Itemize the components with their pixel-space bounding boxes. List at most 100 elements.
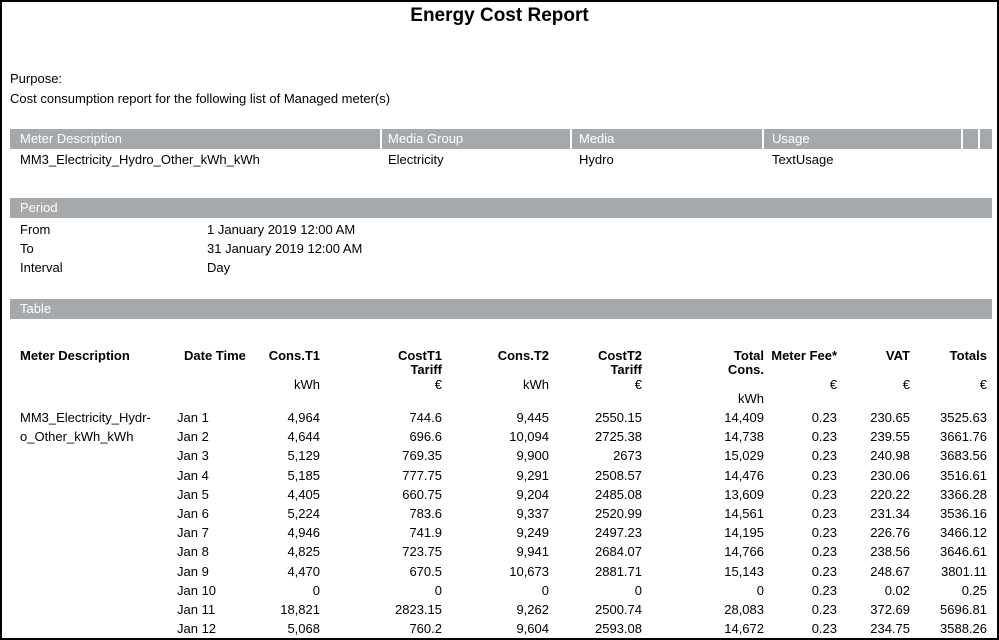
cell-value: 0.23 xyxy=(811,582,837,598)
cell-date: Jan 9 xyxy=(177,563,209,579)
cell-date: Jan 2 xyxy=(177,429,209,445)
meter-header-usage: Usage xyxy=(764,129,961,149)
table-row: Jan 9 4,470 670.5 10,673 2881.71 15,143 0.23 24… xyxy=(20,562,987,581)
cell-value: 10,673 xyxy=(509,563,549,579)
cell-value: 9,291 xyxy=(516,467,549,483)
to-label: To xyxy=(20,241,34,256)
purpose-label: Purpose: xyxy=(10,71,63,86)
cell-value: 230.06 xyxy=(870,467,910,483)
cell-date: Jan 12 xyxy=(177,621,217,637)
unit-cost-t1: € xyxy=(434,377,442,392)
table-row: Jan 12 5,068 760.2 9,604 2593.08 14,672 0.23 23… xyxy=(20,619,987,638)
table-row: Jan 2 4,644 696.6 10,094 2725.38 14,738 0.23 23… xyxy=(20,427,987,446)
cell-value: 0.23 xyxy=(811,544,837,560)
table-row: Jan 3 5,129 769.35 9,900 2673 15,029 0.23 240.9… xyxy=(20,446,987,465)
cell-value: 240.98 xyxy=(870,448,910,464)
cell-value: 2550.15 xyxy=(595,410,642,425)
cell-value: 0.23 xyxy=(811,467,837,483)
media-group-value: Electricity xyxy=(388,152,444,167)
col-totals: Totals xyxy=(949,348,987,363)
cell-value: 2508.57 xyxy=(595,467,642,483)
cell-value: 2520.99 xyxy=(595,506,642,522)
cell-value: 3646.61 xyxy=(940,544,987,560)
col-meter-description: Meter Description xyxy=(20,348,130,363)
unit-meter-fee: € xyxy=(829,377,837,392)
cell-value: 9,445 xyxy=(516,410,549,425)
report-title: Energy Cost Report xyxy=(410,5,589,26)
unit-empty-2 xyxy=(177,377,252,392)
cell-value: 4,470 xyxy=(287,563,320,579)
cell-value: 5,068 xyxy=(287,621,320,637)
cell-value: 0.23 xyxy=(811,506,837,522)
cell-value: 234.75 xyxy=(870,621,910,637)
cell-value: 0.23 xyxy=(811,410,837,425)
total-cons-unit-row: kWh xyxy=(20,392,987,408)
report-table-body: MM3_Electricity_Hydr-o_Other_kWh_kWh Jan … xyxy=(20,408,987,638)
cell-value: 3525.63 xyxy=(940,410,987,425)
cell-value: 0.23 xyxy=(811,448,837,464)
meter-header-spacer-1 xyxy=(963,129,978,149)
unit-empty-1 xyxy=(20,377,177,392)
col-cons-t1: Cons.T1 xyxy=(268,348,320,363)
column-names-row: Meter Description Date Time Cons.T1 Cost… xyxy=(20,347,987,377)
cell-value: 2497.23 xyxy=(595,525,642,541)
cell-value: 14,409 xyxy=(724,410,764,425)
cell-value: 14,672 xyxy=(724,621,764,637)
cell-value: 0 xyxy=(312,582,320,598)
cell-value: 0.23 xyxy=(811,563,837,579)
cell-value: 9,900 xyxy=(516,448,549,464)
cell-value: 744.6 xyxy=(409,410,442,425)
col-vat: VAT xyxy=(885,348,910,363)
table-row: Jan 11 18,821 2823.15 9,262 2500.74 28,083 0.2… xyxy=(20,600,987,619)
cell-value: 14,195 xyxy=(724,525,764,541)
interval-label: Interval xyxy=(20,260,63,275)
cell-value: 783.6 xyxy=(409,506,442,522)
cell-value: 0.23 xyxy=(811,621,837,637)
cell-value: 3516.61 xyxy=(940,467,987,483)
unit-cons-t2: kWh xyxy=(523,377,549,392)
cell-value: 220.22 xyxy=(870,486,910,502)
cell-date: Jan 4 xyxy=(177,467,209,483)
cell-value: 741.9 xyxy=(409,525,442,541)
unit-cons-t1: kWh xyxy=(294,377,320,392)
cell-value: 10,094 xyxy=(509,429,549,445)
cell-value: 226.76 xyxy=(870,525,910,541)
cell-value: 9,604 xyxy=(516,621,549,637)
cell-value: 0.23 xyxy=(811,602,837,618)
period-from-row: From 1 January 2019 12:00 AM xyxy=(2,222,997,238)
cell-value: 4,946 xyxy=(287,525,320,541)
cell-value: 2725.38 xyxy=(595,429,642,445)
cell-date: Jan 7 xyxy=(177,525,209,541)
col-cost-t1-tariff: CostT1 Tariff xyxy=(397,348,442,377)
purpose-text: Cost consumption report for the followin… xyxy=(10,91,391,106)
period-interval-row: Interval Day xyxy=(2,260,997,276)
table-row: Jan 10 0 0 0 0 0 0.23 0.02 0.25 xyxy=(20,581,987,600)
cell-value: 777.75 xyxy=(402,467,442,483)
cell-value: 14,738 xyxy=(724,429,764,445)
usage-value: TextUsage xyxy=(772,152,834,167)
cell-value: 9,941 xyxy=(516,544,549,560)
cell-value: 3366.28 xyxy=(940,486,987,502)
cell-value: 9,204 xyxy=(516,486,549,502)
cell-value: 4,405 xyxy=(287,486,320,502)
table-row: MM3_Electricity_Hydr-o_Other_kWh_kWh Jan … xyxy=(20,408,987,444)
cell-value: 5,224 xyxy=(287,506,320,522)
cell-value: 2684.07 xyxy=(595,544,642,560)
cell-date: Jan 10 xyxy=(177,582,217,598)
media-value: Hydro xyxy=(579,152,614,167)
cell-date: Jan 3 xyxy=(177,448,209,464)
cell-date: Jan 11 xyxy=(177,602,216,618)
cell-value: 3588.26 xyxy=(940,621,987,637)
cell-value: 4,825 xyxy=(287,544,320,560)
cell-value: 2593.08 xyxy=(595,621,642,637)
meter-description-value: MM3_Electricity_Hydro_Other_kWh_kWh xyxy=(20,152,260,167)
cell-value: 3536.16 xyxy=(940,506,987,522)
table-row: Jan 5 4,405 660.75 9,204 2485.08 13,609 0.23 22… xyxy=(20,485,987,504)
from-label: From xyxy=(20,222,51,237)
cell-value: 3661.76 xyxy=(940,429,987,445)
cell-value: 372.69 xyxy=(870,602,910,618)
cell-value: 28,083 xyxy=(724,602,764,618)
cell-value: 9,337 xyxy=(516,506,549,522)
meter-table-header-bar: Meter Description Media Group Media Usag… xyxy=(10,129,992,149)
